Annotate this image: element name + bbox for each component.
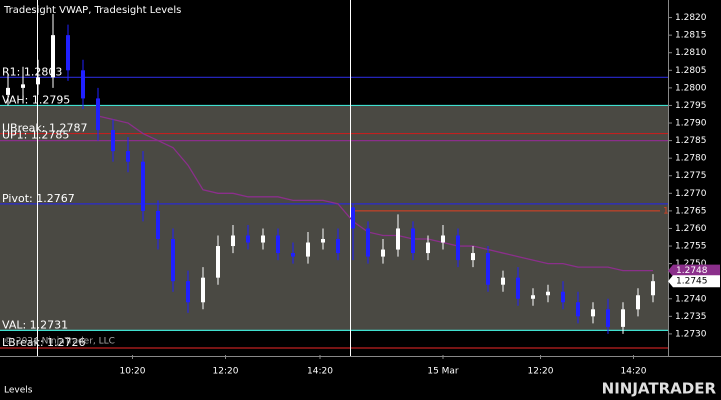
y-tick-label: 1.2735 [675,312,707,322]
value-area [0,105,668,331]
candle-body [651,281,655,296]
level-label: VAH: 1.2795 [2,93,70,106]
candle-body [156,210,160,240]
candle-body [81,70,85,99]
x-tick-label: 15 Mar [427,367,459,377]
x-tick-label: 14:20 [621,367,647,377]
y-tick-label: 1.2805 [675,66,707,76]
copyright: © 2024 NinjaTrader, LLC [4,337,115,347]
y-tick-label: 1.2780 [675,154,707,164]
logo: NINJATRADER [602,380,717,398]
candle-body [6,87,10,95]
plot-area [0,76,668,349]
candle-body [201,277,205,303]
candle-body [351,207,355,229]
candle-body [621,309,625,327]
candle-body [441,235,445,243]
candle-body [276,235,280,254]
price-marker [668,275,720,288]
candle-body [336,239,340,254]
x-tick-label: 14:20 [307,367,333,377]
y-tick-label: 1.2815 [675,31,707,41]
y-tick-label: 1.2795 [675,101,707,111]
candle-body [231,235,235,247]
level-label: Pivot: 1.2767 [2,192,75,205]
level-label: R1: 1.2803 [2,65,62,78]
candle-body [66,35,70,71]
candle-body [216,246,220,278]
y-tick-label: 1.2740 [675,294,707,304]
candle-body [21,84,25,88]
candle-body [546,291,550,296]
y-tick-label: 1.2785 [675,136,707,146]
y-tick-label: 1.2730 [675,329,707,339]
x-tick-label: 10:20 [120,367,146,377]
chart-title: Tradesight VWAP, Tradesight Levels [3,5,181,16]
x-tick-label: 12:20 [213,367,239,377]
candle-body [486,253,490,285]
candle-body [561,291,565,303]
y-tick-label: 1.2765 [675,206,707,216]
candle-body [516,277,520,299]
candle-body [531,295,535,299]
candle-body [606,309,610,327]
y-tick-label: 1.2810 [675,48,707,58]
candle-body [126,151,130,162]
candle-body [636,295,640,310]
y-tick-label: 1.2750 [675,259,707,269]
level-label: VAL: 1.2731 [2,318,68,331]
level-label: UP1: 1.2785 [2,129,69,142]
candle-body [306,242,310,257]
candle-body [51,35,55,78]
candle-body [36,77,40,85]
candle-body [291,253,295,257]
candle-body [96,98,100,131]
candle-body [366,228,370,257]
candle-body [186,281,190,303]
candle-body [501,277,505,285]
y-tick-label: 1.2760 [675,224,707,234]
level-label: UBreak: 1.2787 [2,122,87,135]
candle-body [591,309,595,317]
y-tick-label: 1.2800 [675,83,707,93]
indicator-label: Levels [4,386,33,396]
level-label: LBreak: 1.2726 [2,336,86,349]
y-tick-label: 1.2820 [675,13,707,23]
vwap-line [97,115,653,272]
candle-body [246,235,250,243]
y-tick-label: 1.2755 [675,242,707,252]
y-tick-label: 1.2790 [675,119,707,129]
price-marker-label: 1.2745 [676,277,708,287]
candle-body [411,228,415,254]
candle-body [396,228,400,250]
target-label: 1 [663,206,669,216]
candle-body [141,161,145,211]
y-tick-label: 1.2775 [675,171,707,181]
candle-body [321,239,325,243]
candle-body [261,235,265,243]
price-marker [668,264,720,277]
x-tick-label: 12:20 [528,367,554,377]
candle-body [381,249,385,257]
candle-body [456,235,460,261]
candle-body [426,242,430,254]
candle-body [471,253,475,261]
price-marker-label: 1.2748 [676,266,708,276]
candle-body [171,239,175,282]
y-tick-label: 1.2770 [675,189,707,199]
candle-body [111,130,115,152]
candle-body [576,302,580,317]
